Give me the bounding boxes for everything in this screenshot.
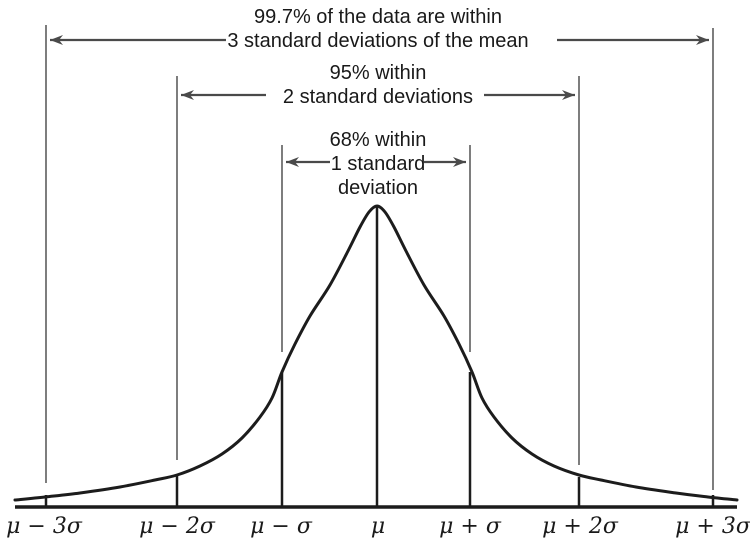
x-axis-label: μ − 2σ (139, 514, 215, 539)
arrowhead-icon (696, 35, 709, 45)
annotation-3-sigma-line1: 99.7% of the data are within (254, 6, 502, 28)
annotation-1-sigma-line1: 68% within (329, 129, 427, 151)
arrowhead-icon (286, 157, 299, 167)
annotation-3-sigma-line2: 3 standard deviations of the mean (227, 30, 529, 52)
annotation-1-sigma-band: 68% within 1 standard deviation (330, 128, 427, 200)
arrowhead-icon (50, 35, 63, 45)
bell-curve-path (13, 204, 739, 502)
annotation-3-sigma-band: 99.7% of the data are within 3 standard … (227, 5, 528, 53)
x-axis-label: μ − σ (250, 514, 312, 539)
annotation-2-sigma-line1: 95% within (329, 62, 427, 84)
x-axis-label: μ + 2σ (542, 514, 618, 539)
arrowhead-icon (562, 90, 575, 100)
annotation-1-sigma-line3: deviation (337, 177, 419, 199)
x-axis-label: μ + σ (439, 514, 501, 539)
arrowhead-icon (181, 90, 194, 100)
x-axis-label: μ + 3σ (675, 514, 750, 539)
annotation-1-sigma-line2: 1 standard (330, 153, 426, 175)
arrowhead-icon (453, 157, 466, 167)
x-axis-label: μ − 3σ (6, 514, 82, 539)
annotation-2-sigma-line2: 2 standard deviations (282, 86, 474, 108)
annotation-2-sigma-band: 95% within 2 standard deviations (283, 61, 473, 109)
x-axis-label: μ (370, 514, 386, 539)
